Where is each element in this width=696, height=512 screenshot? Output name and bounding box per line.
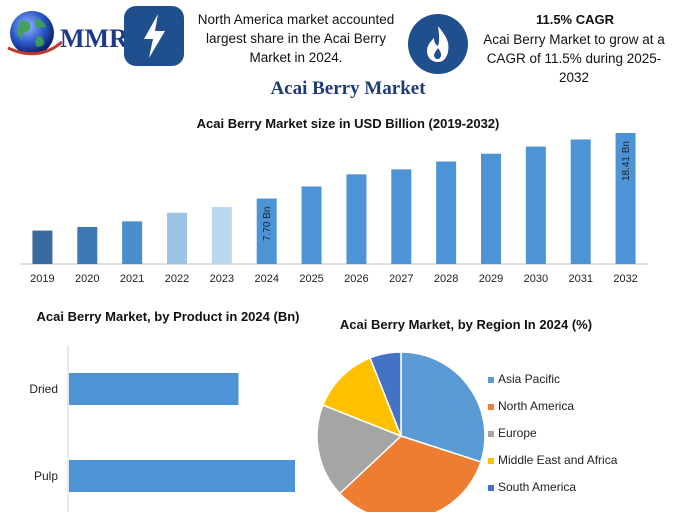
x-tick-label: 2029 bbox=[479, 273, 503, 285]
pie-slice-asia-pacific bbox=[400, 351, 486, 463]
x-tick-label: 2024 bbox=[254, 273, 278, 285]
x-tick-label: 2020 bbox=[75, 273, 99, 285]
x-tick-label: 2025 bbox=[299, 273, 323, 285]
pie-slice-middle-east-and-africa bbox=[321, 356, 403, 438]
bar-2020 bbox=[77, 226, 98, 264]
x-tick-label: 2021 bbox=[120, 273, 144, 285]
bar-2019 bbox=[32, 230, 53, 264]
data-label-2032: 18.41 Bn bbox=[621, 141, 632, 181]
stat-badge-flame bbox=[408, 14, 468, 74]
stat-cagr-text: Acai Berry Market to grow at a CAGR of 1… bbox=[483, 32, 665, 85]
x-tick-label: 2026 bbox=[344, 273, 368, 285]
flame-icon bbox=[427, 26, 449, 62]
bar-2027 bbox=[391, 169, 412, 264]
legend-label: South America bbox=[498, 480, 577, 494]
hbar-dried bbox=[69, 373, 239, 405]
legend-swatch bbox=[488, 431, 494, 437]
x-tick-label: 2030 bbox=[524, 273, 548, 285]
stat-north-america: North America market accounted largest s… bbox=[197, 12, 395, 65]
globe-icon bbox=[7, 11, 63, 56]
legend-swatch bbox=[488, 458, 494, 464]
market-size-chart-title: Acai Berry Market size in USD Billion (2… bbox=[196, 116, 500, 131]
bar-2032 bbox=[615, 133, 636, 264]
bar-2026 bbox=[346, 174, 367, 264]
market-size-bar-chart: 2019 2020 2021 2022 2023 2024 2025 2026 2027 2028… bbox=[20, 133, 648, 285]
page-title: Acai Berry Market bbox=[270, 78, 426, 99]
legend-swatch bbox=[488, 404, 494, 410]
x-tick-label: 2031 bbox=[568, 273, 592, 285]
bar-2030 bbox=[525, 146, 546, 264]
bar-2025 bbox=[301, 186, 322, 264]
stat-cagr-title: 11.5% CAGR bbox=[535, 12, 615, 27]
pie-slice-europe bbox=[316, 404, 403, 495]
bar-2024 bbox=[256, 198, 277, 264]
bar-2022 bbox=[167, 212, 187, 264]
lightning-icon bbox=[144, 14, 165, 58]
logo-text: MMR bbox=[60, 24, 128, 53]
bar-2023 bbox=[211, 207, 232, 264]
bar-2031 bbox=[570, 139, 591, 264]
pie-slice-south-america bbox=[369, 351, 402, 437]
stat-badge-lightning bbox=[124, 6, 184, 66]
x-tick-label: 2027 bbox=[389, 273, 413, 285]
legend-swatch bbox=[488, 485, 494, 491]
x-tick-label: 2028 bbox=[434, 273, 458, 285]
legend-label: North America bbox=[498, 399, 575, 413]
legend-swatch bbox=[488, 377, 494, 383]
hbar-pulp bbox=[69, 460, 295, 492]
bar-2021 bbox=[122, 221, 143, 264]
x-tick-label: 2022 bbox=[165, 273, 189, 285]
data-label-2024: 7.70 Bn bbox=[262, 207, 273, 241]
x-tick-label: 2019 bbox=[30, 273, 54, 285]
product-chart-title: Acai Berry Market, by Product in 2024 (B… bbox=[36, 309, 300, 324]
y-tick-label: Dried bbox=[29, 382, 58, 396]
x-tick-label: 2032 bbox=[613, 273, 637, 285]
pie-slice-north-america bbox=[338, 435, 482, 512]
bar-2029 bbox=[481, 153, 501, 264]
mmr-logo: MMR bbox=[2, 6, 128, 62]
legend-label: Europe bbox=[498, 426, 537, 440]
legend-label: Middle East and Africa bbox=[498, 453, 618, 467]
y-tick-label: Pulp bbox=[34, 469, 58, 483]
bar-2028 bbox=[436, 161, 457, 264]
legend-label: Asia Pacific bbox=[498, 372, 561, 386]
product-hbar-chart: Dried Pulp bbox=[29, 345, 295, 512]
region-chart-title: Acai Berry Market, by Region In 2024 (%) bbox=[339, 317, 593, 332]
x-tick-label: 2023 bbox=[210, 273, 234, 285]
